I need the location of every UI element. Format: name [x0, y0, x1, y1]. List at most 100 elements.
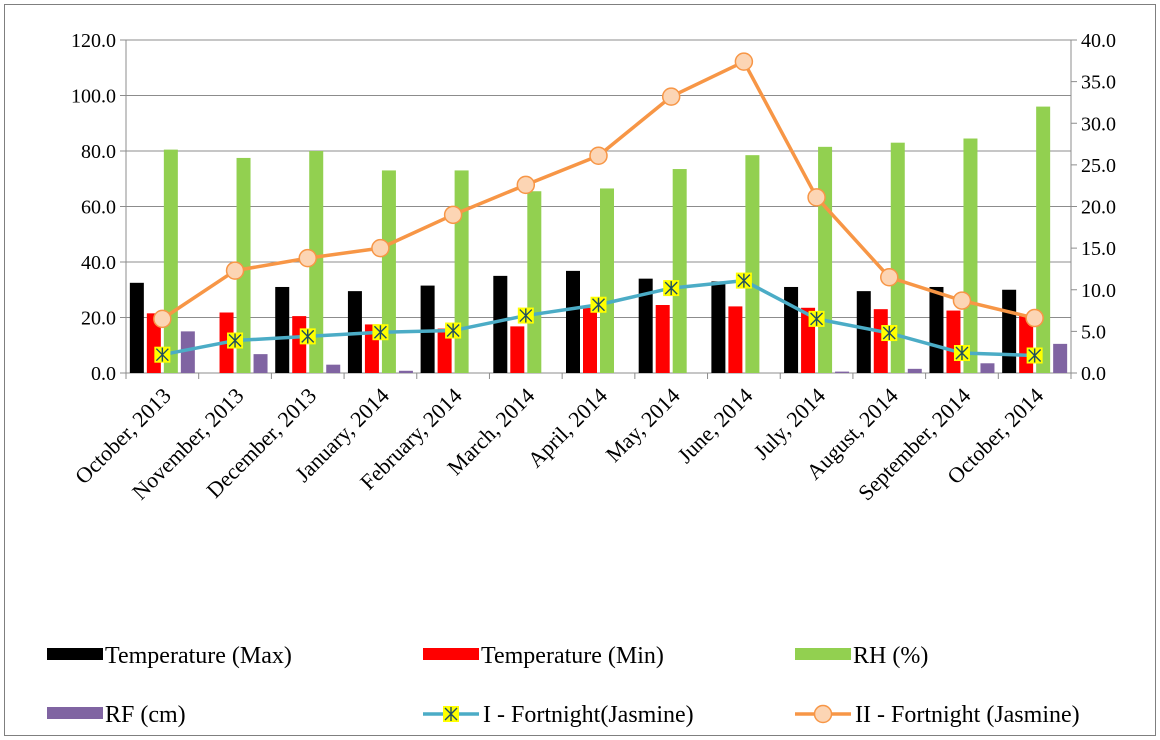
legend-marker-star	[444, 707, 458, 721]
marker-i-fortnight-jasmine	[808, 310, 825, 327]
legend-swatch	[795, 648, 851, 660]
marker-star	[519, 308, 533, 323]
gridlines	[125, 39, 1072, 379]
bar-rh	[309, 151, 324, 373]
legend-label: II - Fortnight (Jasmine)	[855, 702, 1080, 728]
legend-swatch	[47, 707, 103, 719]
category-label: May, 2014	[601, 383, 685, 467]
bars	[129, 106, 1068, 373]
bar-rh	[818, 146, 833, 373]
right-axis-tick-label: 15.0	[1081, 238, 1116, 260]
bar-temperature-min	[728, 306, 743, 373]
marker-star	[155, 347, 169, 362]
marker-star	[664, 281, 678, 296]
marker-ii-fortnight-jasmine	[298, 248, 317, 268]
left-axis: 0.0 20.0 40.0 60.0 80.0 100.0 120.0	[71, 30, 127, 385]
legend-label: RH (%)	[853, 643, 928, 669]
marker-star	[737, 273, 751, 288]
bar-rh	[454, 170, 469, 373]
right-axis: 0.0 5.0 10.0 15.0 20.0 25.0 30.0 35.0 40.0	[1070, 30, 1116, 385]
bar-temperature-max	[566, 270, 580, 373]
marker-i-fortnight-jasmine	[372, 324, 389, 341]
marker-ii-fortnight-jasmine	[443, 205, 463, 225]
lines	[153, 52, 1044, 364]
marker-i-fortnight-jasmine	[663, 280, 680, 297]
bar-temperature-max	[929, 286, 944, 373]
marker-ii-fortnight-jasmine	[371, 238, 390, 258]
bar-rf-cm	[907, 368, 922, 373]
bar-rf-cm	[835, 371, 850, 373]
left-axis-tick-label: 80.0	[81, 141, 116, 163]
marker-star	[810, 311, 824, 326]
bar-temperature-min	[510, 326, 525, 373]
legend-label: I - Fortnight(Jasmine)	[483, 702, 694, 728]
bar-temperature-max	[275, 286, 290, 373]
legend: Temperature (Max) Temperature (Min) RH (%)…	[47, 643, 1080, 728]
bar-rh	[963, 138, 978, 373]
marker-star	[228, 333, 242, 348]
bar-temperature-max	[1002, 289, 1017, 373]
left-axis-tick-label: 60.0	[81, 197, 116, 219]
bar-rh	[745, 155, 760, 373]
chart-frame: 0.0 20.0 40.0 60.0 80.0 100.0 120.0 0.0 5.0 10.0…	[4, 4, 1156, 736]
bar-temperature-max	[420, 285, 435, 373]
marker-star	[592, 297, 605, 312]
bar-temperature-max	[711, 281, 726, 373]
bar-temperature-min	[946, 310, 961, 373]
legend-label: Temperature (Max)	[105, 643, 292, 669]
marker-ii-fortnight-jasmine	[734, 52, 754, 71]
legend-label: Temperature (Min)	[481, 643, 664, 669]
marker-i-fortnight-jasmine	[881, 325, 898, 342]
bar-temperature-min	[583, 307, 597, 373]
right-axis-tick-label: 5.0	[1081, 321, 1106, 343]
marker-ii-fortnight-jasmine	[589, 146, 608, 165]
marker-i-fortnight-jasmine	[445, 322, 462, 339]
marker-i-fortnight-jasmine	[590, 296, 607, 313]
marker-i-fortnight-jasmine	[227, 332, 244, 349]
marker-ii-fortnight-jasmine	[880, 268, 899, 287]
left-axis-tick-label: 100.0	[71, 86, 116, 108]
bar-temperature-min	[292, 316, 307, 373]
legend-label: RF (cm)	[105, 702, 186, 728]
bar-rf-cm	[253, 354, 268, 373]
legend-swatch	[47, 648, 103, 660]
right-axis-tick-label: 30.0	[1081, 113, 1116, 135]
right-axis-tick-label: 40.0	[1081, 30, 1116, 52]
left-axis-tick-label: 0.0	[91, 363, 116, 385]
legend-swatch	[423, 648, 479, 660]
category-label: June, 2014	[672, 383, 757, 468]
chart-svg: 0.0 20.0 40.0 60.0 80.0 100.0 120.0 0.0 5.0 10.0…	[47, 30, 1116, 728]
bar-temperature-min	[873, 309, 888, 373]
marker-ii-fortnight-jasmine	[516, 175, 536, 195]
bar-rf-cm	[180, 331, 195, 373]
legend-item-ii-fortnight-jasmine: II - Fortnight (Jasmine)	[795, 702, 1080, 728]
legend-item-rf-cm: RF (cm)	[47, 702, 186, 728]
marker-i-fortnight-jasmine	[735, 272, 752, 289]
marker-i-fortnight-jasmine	[299, 328, 316, 345]
bar-rh	[890, 142, 905, 373]
marker-ii-fortnight-jasmine	[225, 261, 245, 280]
marker-star	[446, 323, 460, 338]
bar-rh	[381, 170, 396, 373]
marker-star	[301, 329, 315, 344]
marker-i-fortnight-jasmine	[517, 307, 534, 324]
bar-temperature-min	[437, 328, 452, 373]
bar-rh	[236, 157, 251, 373]
marker-star	[955, 346, 969, 361]
bar-rf-cm	[398, 370, 413, 373]
bar-rh	[163, 149, 178, 373]
right-axis-tick-label: 10.0	[1081, 280, 1116, 302]
category-label: April, 2014	[523, 383, 612, 472]
bar-rh	[672, 169, 687, 373]
bar-rf-cm	[980, 363, 995, 373]
legend-item-temperature-min: Temperature (Min)	[423, 643, 664, 669]
marker-ii-fortnight-jasmine	[153, 309, 172, 329]
marker-star	[1028, 348, 1042, 363]
legend-item-rh: RH (%)	[795, 643, 928, 669]
bar-rf-cm	[326, 364, 341, 373]
legend-item-temperature-max: Temperature (Max)	[47, 643, 292, 669]
bar-temperature-max	[856, 291, 871, 373]
bar-temperature-min	[655, 305, 670, 373]
bar-rh	[1036, 106, 1051, 373]
